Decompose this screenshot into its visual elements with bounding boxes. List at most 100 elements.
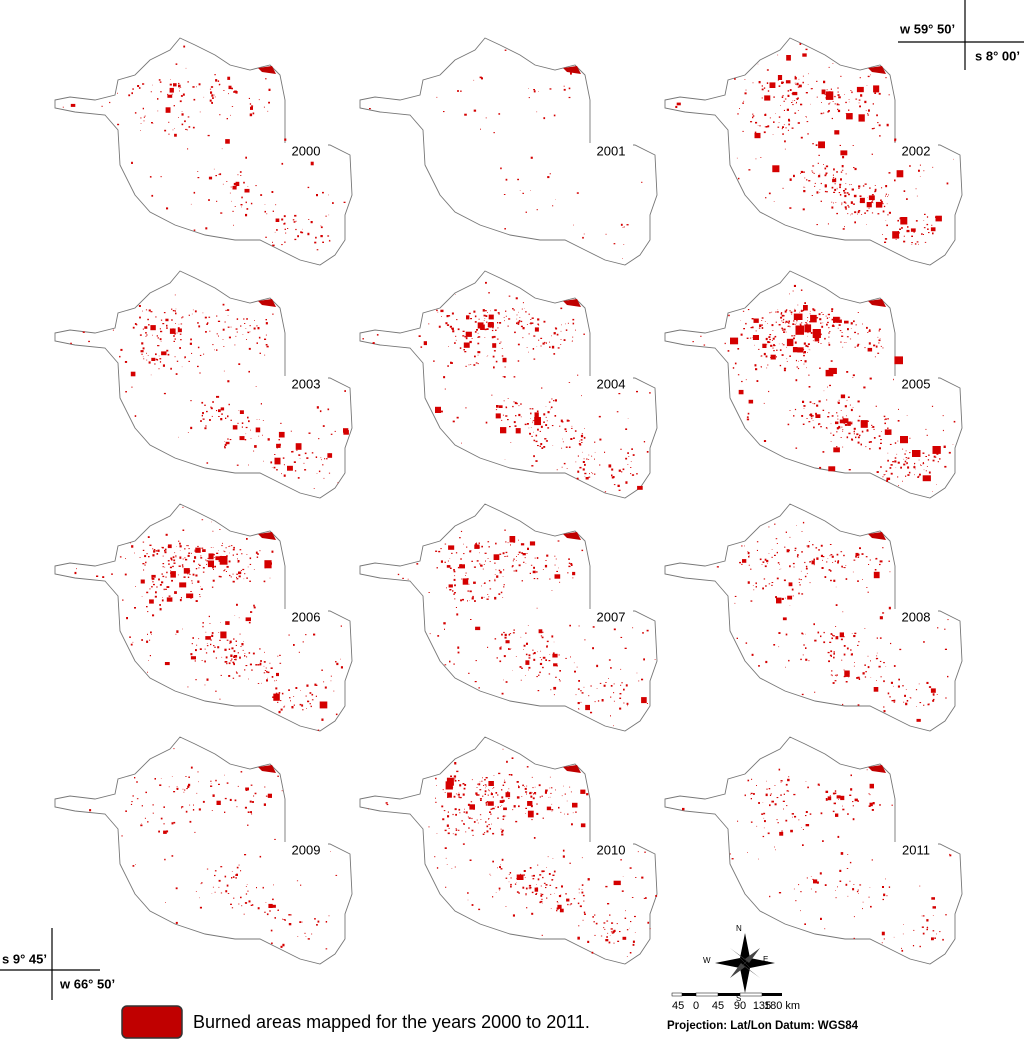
burned-spot bbox=[635, 877, 637, 878]
burned-spot bbox=[271, 676, 274, 678]
burned-spot bbox=[539, 901, 541, 904]
burned-spot bbox=[538, 784, 541, 787]
burned-spot bbox=[523, 870, 526, 872]
burned-spot bbox=[807, 84, 809, 85]
burned-spot bbox=[540, 337, 543, 339]
burned-spot bbox=[142, 347, 145, 350]
burned-spot bbox=[835, 636, 839, 640]
burned-spot bbox=[541, 934, 543, 936]
burned-spot bbox=[520, 325, 523, 328]
burned-spot bbox=[159, 81, 162, 83]
burned-spot bbox=[851, 653, 853, 655]
burned-spot bbox=[268, 903, 273, 908]
burned-spot bbox=[488, 580, 491, 582]
burned-spot bbox=[565, 446, 568, 448]
burned-spot bbox=[840, 795, 845, 801]
burned-spot bbox=[529, 572, 531, 574]
burned-spot bbox=[448, 545, 455, 550]
burned-spot bbox=[573, 224, 574, 226]
burned-spot bbox=[451, 786, 454, 788]
burned-spot bbox=[260, 194, 263, 196]
burned-spot bbox=[450, 775, 452, 777]
burned-spot bbox=[161, 573, 163, 575]
burned-spot bbox=[169, 83, 172, 86]
burned-spot bbox=[750, 327, 753, 329]
burned-spot bbox=[462, 793, 465, 796]
burned-spot bbox=[851, 421, 853, 423]
burned-spot bbox=[449, 589, 452, 591]
burned-spot bbox=[532, 787, 534, 789]
burned-spot bbox=[819, 872, 822, 875]
burned-spot bbox=[216, 349, 218, 351]
burned-spot bbox=[330, 851, 331, 852]
burned-spot bbox=[488, 789, 490, 791]
burned-spot bbox=[532, 570, 536, 574]
burned-spot bbox=[810, 561, 811, 562]
burned-spot bbox=[646, 451, 649, 453]
burned-spot bbox=[751, 318, 754, 320]
burned-spot bbox=[443, 376, 446, 379]
burned-spot bbox=[214, 96, 216, 98]
burned-spot bbox=[164, 551, 167, 554]
burned-spot bbox=[873, 344, 876, 347]
burned-spot bbox=[836, 212, 838, 215]
burned-spot bbox=[857, 704, 860, 706]
burned-spot bbox=[167, 353, 170, 356]
burned-spot bbox=[512, 914, 515, 917]
burned-spot bbox=[795, 98, 797, 99]
burned-spot bbox=[253, 795, 255, 797]
burned-spot bbox=[627, 418, 629, 419]
burned-spot bbox=[140, 824, 143, 827]
burned-spot bbox=[846, 399, 848, 401]
burned-spot bbox=[570, 438, 573, 440]
burned-spot bbox=[279, 662, 282, 664]
burned-spot bbox=[791, 341, 792, 343]
burned-spot bbox=[859, 547, 861, 550]
burned-spot bbox=[759, 558, 762, 561]
burned-spot bbox=[641, 181, 643, 183]
burned-spot bbox=[222, 303, 225, 306]
burned-spot bbox=[833, 191, 836, 193]
burned-spot bbox=[937, 461, 939, 463]
burned-spot bbox=[755, 330, 757, 332]
burned-spot bbox=[827, 223, 829, 225]
burned-spot bbox=[454, 833, 457, 836]
burned-spot bbox=[265, 236, 267, 238]
burned-spot bbox=[473, 364, 476, 366]
burned-spot bbox=[802, 208, 805, 211]
burned-spot bbox=[854, 662, 855, 663]
burned-spot bbox=[196, 644, 198, 646]
burned-spot bbox=[815, 891, 817, 893]
burned-spot bbox=[463, 543, 464, 545]
burned-spot bbox=[845, 681, 848, 683]
burned-spot bbox=[922, 475, 931, 482]
burned-spot bbox=[447, 560, 449, 562]
burned-spot bbox=[932, 694, 935, 696]
burned-spot bbox=[770, 344, 773, 347]
burned-spot bbox=[195, 551, 197, 553]
burned-spot bbox=[841, 426, 843, 428]
burned-spot bbox=[853, 431, 855, 433]
burned-spot bbox=[741, 545, 743, 547]
burned-spot bbox=[793, 93, 796, 95]
burned-spot bbox=[879, 135, 881, 137]
burned-spot bbox=[902, 685, 904, 687]
burned-spot bbox=[307, 938, 310, 940]
burned-spot bbox=[330, 675, 332, 677]
burned-spot bbox=[362, 338, 364, 340]
burned-spot bbox=[284, 228, 286, 230]
burned-spot bbox=[573, 437, 575, 439]
burned-spot bbox=[489, 588, 492, 590]
burned-spot bbox=[225, 417, 227, 419]
burned-spot bbox=[154, 363, 156, 365]
burned-spot bbox=[785, 322, 786, 324]
burned-spot bbox=[813, 558, 815, 561]
burned-spot bbox=[199, 372, 201, 374]
burned-spot bbox=[840, 75, 842, 77]
burned-spot bbox=[149, 599, 154, 604]
burned-spot bbox=[502, 799, 505, 802]
burned-spot bbox=[264, 651, 265, 653]
burned-spot bbox=[253, 606, 256, 609]
burned-spot bbox=[566, 468, 568, 469]
burned-spot bbox=[278, 710, 281, 714]
